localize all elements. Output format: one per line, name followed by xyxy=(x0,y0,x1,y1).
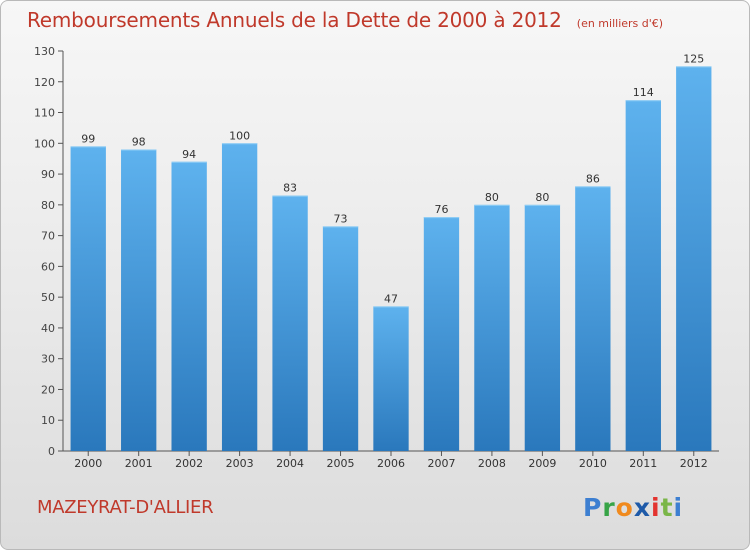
x-tick-label: 2006 xyxy=(377,457,405,470)
axes: 0 10 20 30 40 50 60 70 80 90 100 110 120 130 2000 2001 2… xyxy=(34,45,719,470)
data-label: 100 xyxy=(229,129,250,142)
bar xyxy=(70,146,106,451)
y-tick-label: 110 xyxy=(34,107,55,120)
bar xyxy=(373,306,409,451)
y-tick-label: 60 xyxy=(41,260,55,273)
y-tick-label: 30 xyxy=(41,353,55,366)
bar xyxy=(171,161,207,451)
y-tick-label: 10 xyxy=(41,414,55,427)
chart-title-text: Remboursements Annuels de la Dette de 20… xyxy=(27,8,562,32)
x-tick-label: 2001 xyxy=(125,457,153,470)
chart-unit: (en milliers d'€) xyxy=(576,17,664,30)
x-tick-label: 2008 xyxy=(478,457,506,470)
x-tick-label: 2000 xyxy=(74,457,102,470)
bar xyxy=(676,66,712,451)
data-label: 83 xyxy=(283,182,297,195)
x-tick-label: 2004 xyxy=(276,457,304,470)
data-label: 86 xyxy=(586,172,600,185)
bar xyxy=(423,217,460,451)
proxiti-logo: Proxiti xyxy=(583,493,684,522)
data-label: 99 xyxy=(81,132,95,145)
x-tick-label: 2003 xyxy=(226,457,254,470)
data-label: 98 xyxy=(132,135,146,148)
y-tick-label: 50 xyxy=(41,291,55,304)
x-tick-label: 2007 xyxy=(427,457,455,470)
bar xyxy=(575,186,611,451)
y-tick-label: 0 xyxy=(48,445,55,458)
data-label: 80 xyxy=(485,191,499,204)
bar xyxy=(121,149,157,451)
y-tick-label: 70 xyxy=(41,230,55,243)
place-name: MAZEYRAT-D'ALLIER xyxy=(37,497,214,518)
bar xyxy=(625,100,661,451)
y-tick-label: 130 xyxy=(34,45,55,58)
y-tick-label: 80 xyxy=(41,199,55,212)
data-label: 47 xyxy=(384,292,398,305)
bar xyxy=(474,204,510,451)
data-label: 73 xyxy=(334,212,348,225)
data-label: 80 xyxy=(535,191,549,204)
data-label: 76 xyxy=(434,203,448,216)
data-label: 94 xyxy=(182,148,196,161)
y-tick-label: 100 xyxy=(34,137,55,150)
x-tick-label: 2010 xyxy=(579,457,607,470)
x-tick-label: 2002 xyxy=(175,457,203,470)
data-labels: 99 98 94 100 83 73 47 76 80 80 86 114 125 xyxy=(81,52,704,305)
data-label: 125 xyxy=(683,52,704,65)
x-tick-label: 2005 xyxy=(327,457,355,470)
chart-title: Remboursements Annuels de la Dette de 20… xyxy=(27,8,663,32)
bars xyxy=(70,66,712,452)
y-tick-label: 90 xyxy=(41,168,55,181)
x-tick-label: 2009 xyxy=(528,457,556,470)
x-tick-label: 2011 xyxy=(629,457,657,470)
y-tick-label: 20 xyxy=(41,383,55,396)
data-label: 114 xyxy=(633,86,654,99)
bar xyxy=(322,226,359,451)
y-tick-label: 40 xyxy=(41,322,55,335)
bar xyxy=(272,195,308,451)
y-tick-label: 120 xyxy=(34,76,55,89)
bar xyxy=(221,143,258,452)
x-tick-label: 2012 xyxy=(680,457,708,470)
bar xyxy=(524,204,561,451)
